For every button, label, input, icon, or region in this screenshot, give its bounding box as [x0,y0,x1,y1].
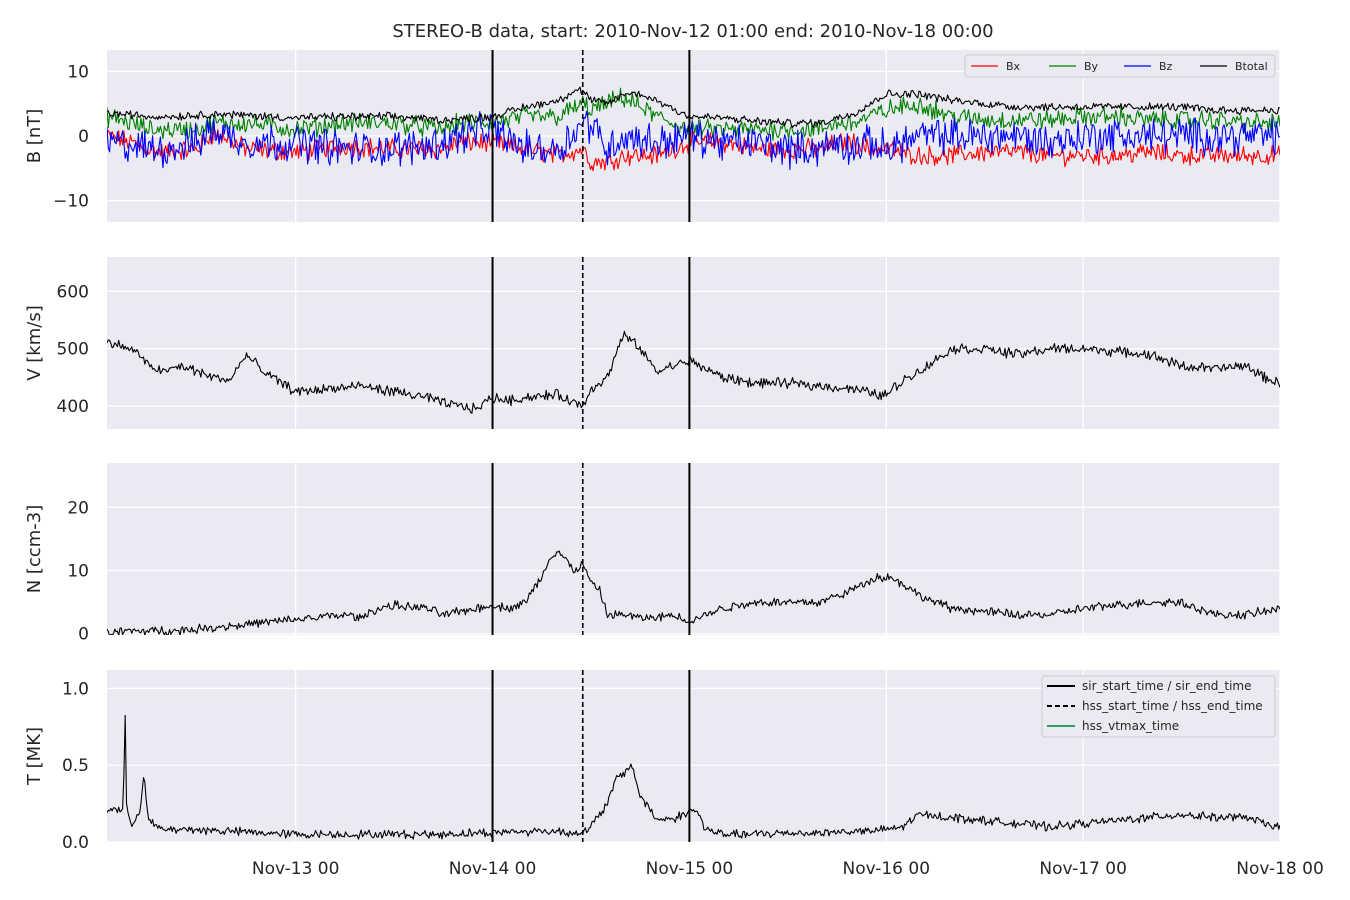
panel-2: 400 500 600 V [km/s] [24,257,1281,429]
x-tick-label: Nov-14 00 [449,859,537,879]
legend-label-By: By [1084,60,1099,73]
y-tick-label: −10 [53,192,89,212]
panel-3: 0 10 20 N [ccm-3] [24,463,1281,645]
plot-area [107,463,1280,635]
y-tick-label: 10 [67,62,89,82]
legend-label-Bx: Bx [1006,60,1021,73]
y-tick-label: 20 [67,498,89,518]
series-T [107,714,1280,840]
x-tick-label: Nov-18 00 [1236,859,1324,879]
y-axis-label: V [km/s] [24,305,45,380]
series-Bz [107,110,1280,171]
panel-1: −10 0 10 B [nT] Bx By Bz Btotal [24,50,1281,222]
legend-label: hss_vtmax_time [1082,719,1179,733]
series-N [107,550,1280,635]
series-group [107,86,1280,172]
y-tick-label: 0.0 [62,833,89,853]
x-tick-label: Nov-13 00 [252,859,340,879]
legend-label: sir_start_time / sir_end_time [1082,679,1252,693]
legend-label-Btotal: Btotal [1235,60,1268,73]
y-tick-label: 0 [78,127,89,147]
x-tick-label: Nov-16 00 [843,859,931,879]
x-tick-label: Nov-17 00 [1039,859,1127,879]
y-tick-label: 600 [57,282,89,302]
figure-title: STEREO-B data, start: 2010-Nov-12 01:00 … [392,21,993,42]
y-tick-label: 1.0 [62,679,89,699]
series-group [107,714,1280,840]
y-tick-label: 500 [57,340,89,360]
legend-box [1041,675,1276,738]
panels: −10 0 10 B [nT] Bx By Bz Btotal 400 500 600 V [km/s… [24,50,1281,853]
legend-box [964,54,1276,78]
series-group [107,550,1280,635]
legend-b: Bx By Bz Btotal [964,54,1276,78]
y-axis-label: N [ccm-3] [24,505,45,594]
series-V [107,330,1280,414]
y-tick-label: 400 [57,397,89,417]
y-axis-label: B [nT] [24,109,45,164]
series-group [107,330,1280,414]
y-tick-label: 0 [78,625,89,645]
y-tick-label: 10 [67,562,89,582]
series-Btotal [107,86,1280,128]
series-By [107,87,1280,141]
panel-4: 0.0 0.5 1.0 T [MK] sir_start_time / sir_end_… [24,670,1281,853]
y-tick-label: 0.5 [62,756,89,776]
plot-area [107,257,1280,429]
x-axis-tick-labels: Nov-13 00 Nov-14 00 Nov-15 00 Nov-16 00 Nov-… [252,859,1324,879]
legend-events: sir_start_time / sir_end_time hss_start_t… [1041,675,1276,738]
legend-label-Bz: Bz [1159,60,1173,73]
y-axis-label: T [MK] [24,727,45,786]
x-tick-label: Nov-15 00 [646,859,734,879]
legend-label: hss_start_time / hss_end_time [1082,699,1263,713]
